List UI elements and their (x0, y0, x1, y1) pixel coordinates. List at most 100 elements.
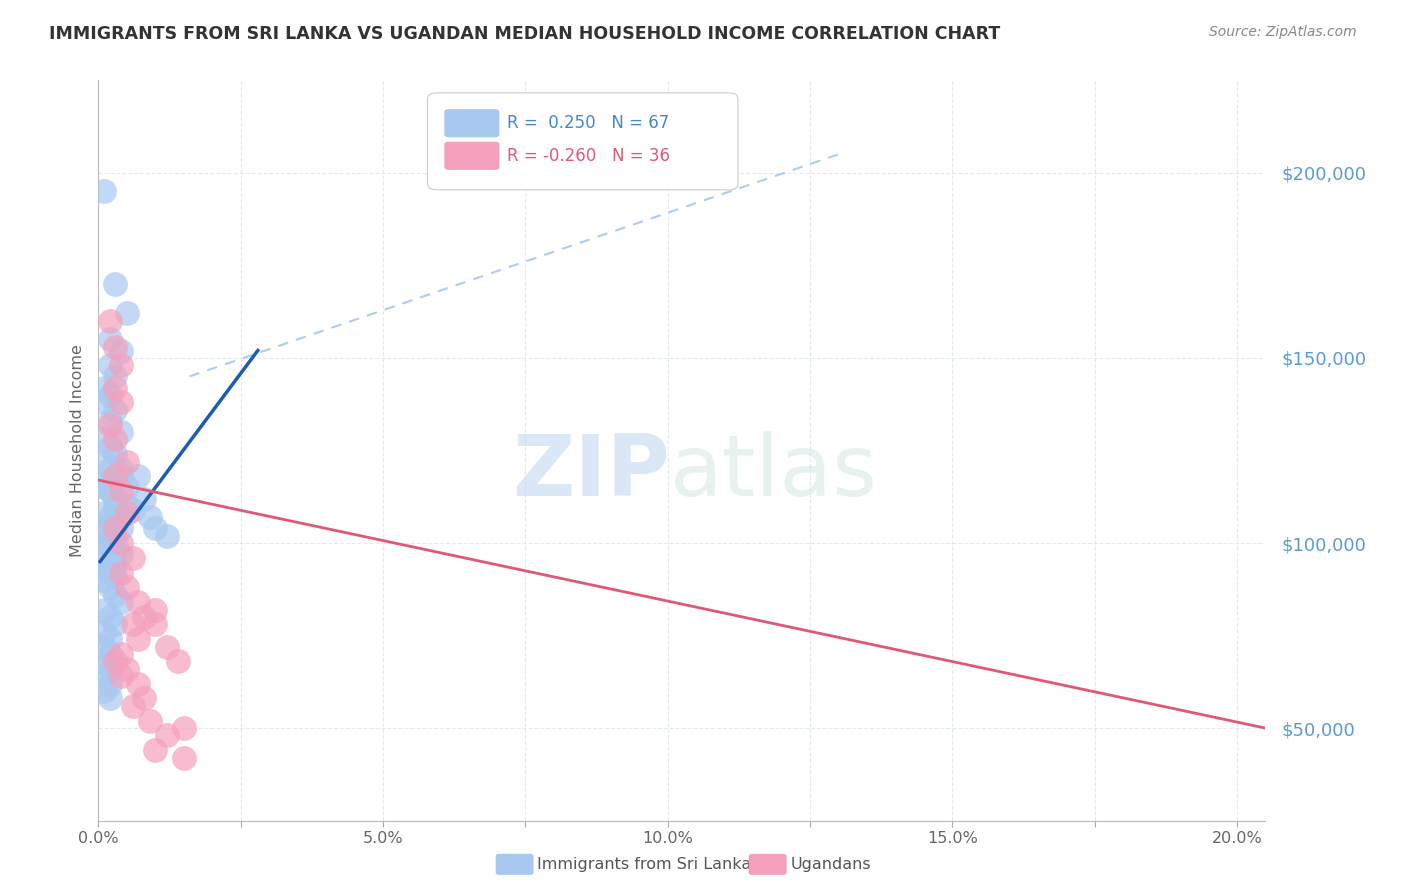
Point (104, 655, 127, 669)
Point (93, 640, 115, 654)
Point (98, 440, 121, 454)
Point (93, 480, 115, 494)
Point (127, 676, 149, 690)
FancyBboxPatch shape (446, 110, 499, 136)
Point (93, 562, 115, 576)
Point (98, 610, 121, 624)
Point (143, 743, 166, 757)
Point (104, 588, 127, 602)
Point (110, 484, 132, 499)
Text: Immigrants from Sri Lanka: Immigrants from Sri Lanka (537, 857, 751, 871)
Point (104, 499, 127, 513)
Point (98, 566, 121, 580)
Point (98, 314, 121, 328)
Point (104, 569, 127, 583)
Point (121, 617, 143, 632)
Point (156, 528, 179, 542)
Point (143, 602, 166, 616)
Point (156, 640, 179, 654)
Point (98, 414, 121, 428)
Text: R =  0.250   N = 67: R = 0.250 N = 67 (508, 114, 669, 132)
Point (104, 277, 127, 291)
Point (98, 662, 121, 676)
Text: atlas: atlas (671, 431, 879, 514)
Point (143, 521, 166, 535)
Point (121, 502, 143, 516)
Point (115, 662, 138, 676)
Point (98, 359, 121, 373)
Point (93, 624, 115, 639)
Point (110, 343, 132, 358)
Point (98, 417, 121, 432)
Y-axis label: Median Household Income: Median Household Income (69, 344, 84, 557)
Point (104, 447, 127, 461)
Point (93, 476, 115, 491)
Point (115, 581, 138, 595)
Point (93, 380, 115, 394)
Point (110, 595, 132, 609)
Point (104, 521, 127, 535)
Point (104, 369, 127, 384)
Point (173, 721, 195, 735)
Point (93, 573, 115, 587)
Point (98, 484, 121, 499)
Point (132, 691, 155, 706)
Text: ZIP: ZIP (513, 431, 671, 514)
Point (98, 540, 121, 554)
Point (138, 510, 160, 524)
Point (98, 632, 121, 647)
Point (127, 469, 149, 483)
Text: Ugandans: Ugandans (790, 857, 870, 871)
Point (98, 388, 121, 402)
Point (93, 550, 115, 565)
Point (98, 647, 121, 661)
Point (115, 507, 138, 521)
Point (121, 550, 143, 565)
Point (127, 632, 149, 647)
Point (104, 491, 127, 506)
Point (110, 566, 132, 580)
Point (110, 536, 132, 550)
Point (93, 655, 115, 669)
Point (156, 729, 179, 743)
Point (93, 395, 115, 409)
Point (93, 669, 115, 683)
Point (98, 510, 121, 524)
Point (167, 655, 190, 669)
Point (98, 517, 121, 532)
Point (93, 536, 115, 550)
Point (143, 617, 166, 632)
Point (104, 469, 127, 483)
Point (132, 491, 155, 506)
Point (104, 433, 127, 447)
Point (110, 469, 132, 483)
Point (110, 395, 132, 409)
Point (104, 380, 127, 394)
Point (93, 684, 115, 698)
Point (98, 554, 121, 569)
Point (127, 595, 149, 609)
Point (93, 184, 115, 198)
FancyBboxPatch shape (427, 93, 738, 190)
Point (98, 462, 121, 476)
Point (98, 691, 121, 706)
Point (115, 499, 138, 513)
Point (104, 514, 127, 528)
Point (138, 714, 160, 728)
Point (98, 581, 121, 595)
Point (110, 462, 132, 476)
FancyBboxPatch shape (446, 143, 499, 169)
Point (104, 533, 127, 547)
Point (93, 454, 115, 468)
Point (110, 425, 132, 439)
Point (104, 543, 127, 558)
Point (121, 698, 143, 713)
Point (104, 558, 127, 573)
Text: Source: ZipAtlas.com: Source: ZipAtlas.com (1209, 25, 1357, 39)
Point (132, 610, 155, 624)
Text: IMMIGRANTS FROM SRI LANKA VS UGANDAN MEDIAN HOUSEHOLD INCOME CORRELATION CHART: IMMIGRANTS FROM SRI LANKA VS UGANDAN MED… (49, 25, 1001, 43)
Point (104, 402, 127, 417)
Point (98, 528, 121, 542)
Point (115, 454, 138, 468)
Point (115, 480, 138, 494)
